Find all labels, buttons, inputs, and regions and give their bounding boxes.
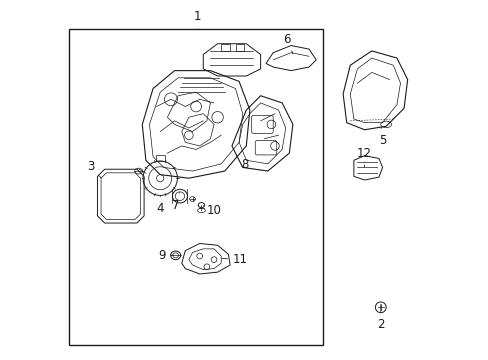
Text: 8: 8: [238, 156, 248, 171]
Bar: [156, 154, 164, 161]
Text: 3: 3: [87, 160, 101, 178]
Bar: [221, 44, 230, 51]
Text: 1: 1: [194, 10, 201, 29]
Text: 4: 4: [156, 195, 163, 215]
Text: 5: 5: [378, 127, 386, 147]
Bar: [235, 44, 244, 51]
Text: 11: 11: [221, 253, 247, 266]
Text: 10: 10: [203, 204, 221, 217]
Text: 7: 7: [172, 193, 180, 212]
Bar: [69, 30, 323, 345]
Text: 2: 2: [376, 305, 384, 331]
Text: 6: 6: [283, 32, 292, 54]
Text: 12: 12: [356, 147, 371, 167]
Text: 9: 9: [158, 249, 173, 262]
